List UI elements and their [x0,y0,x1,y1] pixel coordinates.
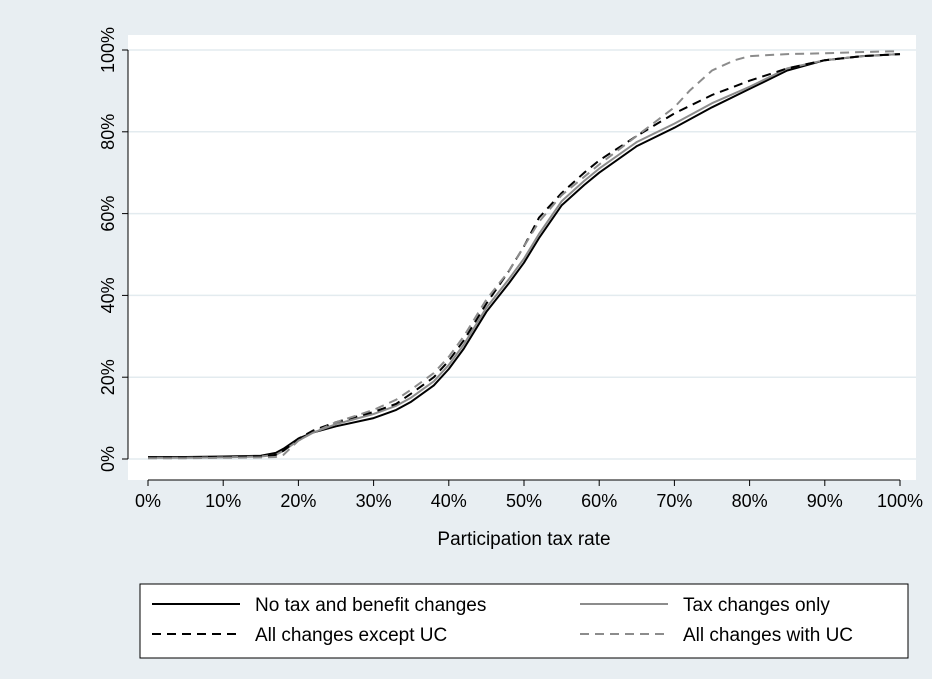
x-tick-label-100: 100% [877,491,923,511]
x-tick-label-70: 70% [656,491,692,511]
legend-box [139,583,909,659]
x-tick-label-30: 30% [356,491,392,511]
plot-area [128,35,916,480]
x-tick-label-40: 40% [431,491,467,511]
y-tick-label-20: 20% [98,359,118,395]
x-tick-label-20: 20% [280,491,316,511]
x-axis-title: Participation tax rate [437,529,610,550]
y-tick-label-40: 40% [98,277,118,313]
y-tick-label-80: 80% [98,114,118,150]
legend: No tax and benefit changes Tax changes on… [139,583,909,659]
x-tick-label-60: 60% [581,491,617,511]
axes: 0% 20% 40% 60% 80% 100% 0% 10% 20% 30% 40% 50% 60% 70… [98,27,923,511]
series-line-3 [148,53,901,459]
x-tick-label-0: 0% [135,491,161,511]
series-line-1 [148,53,901,458]
legend-label-2: Tax changes only [683,595,830,616]
series-lines [148,50,901,460]
legend-label-1: No tax and benefit changes [255,595,486,616]
x-tick-label-50: 50% [506,491,542,511]
series-line-4 [148,50,901,460]
legend-label-4: All changes with UC [683,625,853,646]
legend-label-3: All changes except UC [255,625,447,646]
y-tick-label-100: 100% [98,27,118,73]
y-tick-label-0: 0% [98,446,118,472]
x-tick-label-90: 90% [807,491,843,511]
gridlines [128,49,916,460]
x-tick-label-80: 80% [732,491,768,511]
x-tick-label-10: 10% [205,491,241,511]
y-tick-label-60: 60% [98,196,118,232]
